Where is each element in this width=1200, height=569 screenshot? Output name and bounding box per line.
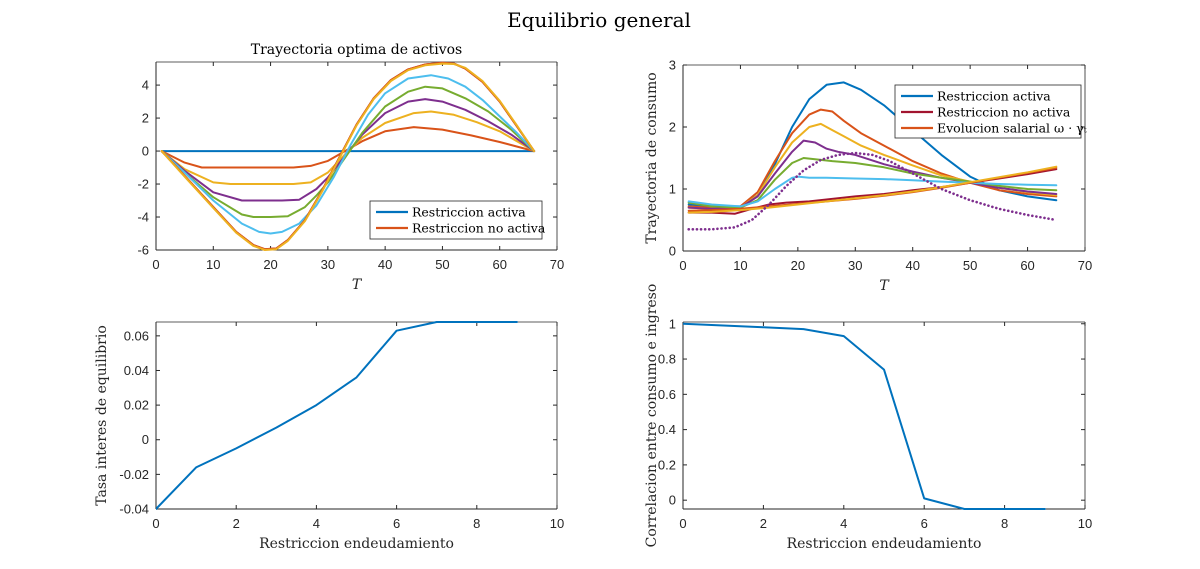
x-tick-label: 10 (1078, 516, 1092, 531)
y-tick-label: 0.06 (124, 328, 149, 343)
y-tick-label: -0.02 (119, 467, 149, 482)
x-tick-label: 20 (263, 257, 277, 272)
y-tick-label: -2 (137, 177, 149, 192)
chart-title: Trayectoria optima de activos (251, 42, 463, 58)
y-axis-label: Trayectoria de consumo (644, 72, 660, 243)
x-tick-label: 20 (791, 258, 805, 273)
x-tick-label: 70 (1078, 258, 1092, 273)
chart-bl: 0 2 4 6 8 10 -0.04 -0.02 0 0.02 0.04 0.06 Restriccio… (94, 321, 564, 552)
x-tick-label: 0 (152, 516, 159, 531)
y-tick-label: 3 (669, 58, 676, 73)
x-tick-label: 6 (393, 516, 400, 531)
y-tick-label: 1 (669, 316, 676, 331)
y-tick-label: 0 (669, 493, 676, 508)
y-tick-label: 0 (142, 144, 149, 159)
y-tick-label: 0 (669, 244, 676, 259)
series-line (160, 74, 536, 235)
series-line (160, 126, 536, 169)
series-line (687, 151, 1058, 231)
x-tick-label: 10 (550, 516, 564, 531)
x-tick-label: 10 (206, 257, 220, 272)
series-line (687, 175, 1058, 208)
legend-label: Restriccion no activa (937, 105, 1071, 120)
x-tick-label: 50 (963, 258, 977, 273)
series-line (160, 62, 536, 251)
series-line (687, 157, 1058, 209)
x-tick-label: 0 (679, 516, 686, 531)
legend-box (369, 200, 543, 240)
y-axis-label: Correlacion entre consumo e ingreso (644, 284, 660, 548)
x-tick-label: 2 (760, 516, 767, 531)
y-tick-label: -4 (137, 210, 149, 225)
x-tick-label: 70 (550, 257, 564, 272)
chart-tl: 0 10 20 30 40 50 60 70 -6 -4 -2 0 2 4 Trayectoria opti… (137, 42, 564, 293)
x-tick-label: 50 (435, 257, 449, 272)
x-tick-label: 60 (1020, 258, 1034, 273)
x-tick-label: 4 (313, 516, 320, 531)
figure-title: Equilibrio general (507, 8, 691, 32)
plot-area (156, 321, 518, 510)
chart-tr: 0 10 20 30 40 50 60 70 0 1 2 3 T Trayectoria de consu… (644, 58, 1092, 295)
y-tick-label: 0.2 (658, 457, 676, 472)
y-tick-label: 2 (142, 111, 149, 126)
chart-br: 0 2 4 6 8 10 0 0.2 0.4 0.6 0.8 1 Restriccion endeuda… (644, 284, 1092, 552)
legend-label: Restriccion no activa (412, 221, 546, 236)
y-tick-label: 0.8 (658, 352, 676, 367)
y-tick-label: 0.6 (658, 387, 676, 402)
x-tick-label: 0 (152, 257, 159, 272)
x-tick-label: 6 (921, 516, 928, 531)
x-axis-label: T (879, 278, 890, 294)
y-tick-label: 0.4 (658, 422, 676, 437)
series-line (156, 321, 518, 510)
plot-area (160, 61, 536, 251)
x-axis-label: Restriccion endeudamiento (787, 536, 982, 552)
x-tick-label: 8 (1001, 516, 1008, 531)
x-tick-label: 30 (848, 258, 862, 273)
series-line (683, 322, 1046, 510)
x-tick-label: 8 (473, 516, 480, 531)
y-tick-label: 2 (669, 120, 676, 135)
x-tick-label: 10 (733, 258, 747, 273)
y-tick-label: 4 (142, 78, 149, 93)
y-tick-label: 0.04 (124, 363, 149, 378)
x-tick-label: 2 (233, 516, 240, 531)
plot-area (683, 322, 1046, 510)
x-tick-label: 30 (321, 257, 335, 272)
y-tick-label: 0.02 (124, 398, 149, 413)
legend-label: Restriccion activa (412, 205, 526, 220)
legend-label: Restriccion activa (937, 89, 1051, 104)
series-line (687, 165, 1058, 214)
x-tick-label: 0 (679, 258, 686, 273)
x-tick-label: 4 (840, 516, 847, 531)
series-line (160, 110, 536, 185)
y-tick-label: 1 (669, 182, 676, 197)
y-tick-label: 0 (142, 432, 149, 447)
x-axis-label: Restriccion endeudamiento (259, 536, 454, 552)
y-tick-label: -0.04 (119, 502, 149, 517)
x-axis-label: T (352, 277, 363, 293)
x-tick-label: 40 (905, 258, 919, 273)
plot-area (687, 81, 1058, 231)
legend-label: Evolucion salarial ω · γₜ (937, 121, 1088, 136)
x-tick-label: 60 (492, 257, 506, 272)
y-tick-label: -6 (137, 243, 149, 258)
x-tick-label: 40 (378, 257, 392, 272)
y-axis-label: Tasa interes de equilibrio (94, 325, 110, 506)
